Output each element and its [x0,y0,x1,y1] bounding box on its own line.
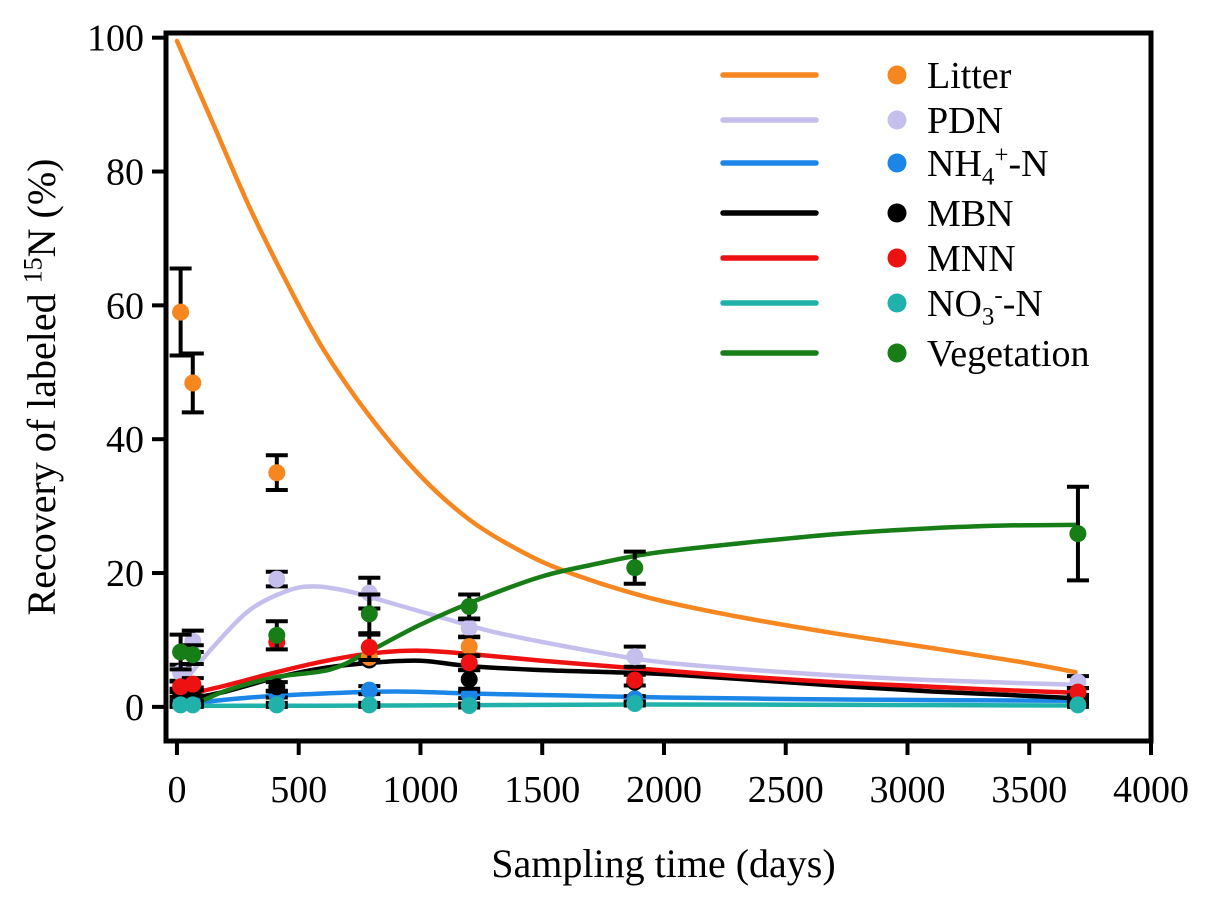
legend-dot-pdn [887,110,907,130]
series-points-vegetation [172,525,1087,664]
series-line-litter [174,38,1078,675]
legend-dot-no3n [887,293,907,313]
x-tick-label: 2500 [748,769,824,811]
data-point-vegetation [626,559,644,577]
legend-label-pdn: PDN [927,100,1003,142]
x-tick-label: 1500 [504,769,580,811]
data-point-no3n [626,695,644,712]
data-point-litter [184,374,202,392]
series-line-vegetation [189,522,1078,709]
legend-dot-mbn [887,203,907,223]
x-tick-label: 1000 [382,769,458,811]
legend-dot-mnn [887,248,907,268]
data-point-nh4n [360,681,378,699]
legend-label-nh4n: NH4+-N [927,142,1049,190]
data-point-no3n [460,697,478,714]
data-point-vegetation [268,626,286,644]
legend-label-mnn: MNN [927,238,1016,280]
legend-dot-litter [887,65,907,85]
data-point-mnn [626,671,644,689]
x-tick-label: 0 [167,769,186,811]
legend-dot-vegetation [887,343,907,363]
x-tick-label: 3500 [991,769,1067,811]
data-point-no3n [184,696,202,714]
x-tick-label: 2000 [626,769,702,811]
data-point-vegetation [460,598,478,615]
y-tick-label: 40 [106,419,144,461]
data-point-pdn [460,619,478,637]
data-point-pdn [268,570,286,588]
legend-label-vegetation: Vegetation [927,333,1090,375]
data-point-mnn [360,638,378,656]
data-point-no3n [1069,696,1087,714]
data-point-litter [172,303,190,321]
x-tick-label: 500 [270,769,327,811]
x-tick-label: 4000 [1113,769,1189,811]
y-axis: 0 20 40 60 80 100 [87,18,166,729]
legend-label-litter: Litter [927,55,1012,97]
x-axis: 0 500 1000 1500 2000 2500 3000 3500 4000 [167,741,1189,811]
data-point-no3n [172,696,190,714]
legend-dot-nh4n [887,153,907,173]
y-tick-label: 100 [87,18,144,60]
data-point-vegetation [1069,525,1087,543]
data-point-vegetation [184,646,202,664]
legend-label-no3n: NO3--N [927,282,1043,330]
y-tick-label: 20 [106,553,144,595]
y-tick-label: 60 [106,285,144,327]
data-point-mnn [1069,683,1087,701]
data-point-no3n [360,696,378,714]
data-point-mbn [268,678,286,696]
series-line-mnn [174,648,1078,700]
x-axis-title: Sampling time (days) [491,841,835,886]
data-point-mnn [184,675,202,693]
y-axis-title: Recovery of labeled 15N (%) [18,159,64,616]
data-point-vegetation [360,605,378,623]
data-point-litter [268,464,286,482]
y-tick-label: 0 [125,687,144,729]
data-point-mnn [460,654,478,672]
y-tick-label: 80 [106,152,144,194]
x-tick-label: 3000 [869,769,945,811]
series-line-nh4n [174,689,1078,708]
data-point-pdn [626,648,644,666]
plot-border [163,30,1154,744]
series-points-no3n [172,695,1087,714]
data-point-litter [460,638,478,656]
data-point-mbn [460,670,478,688]
data-point-no3n [268,696,286,714]
legend-label-mbn: MBN [927,193,1014,235]
